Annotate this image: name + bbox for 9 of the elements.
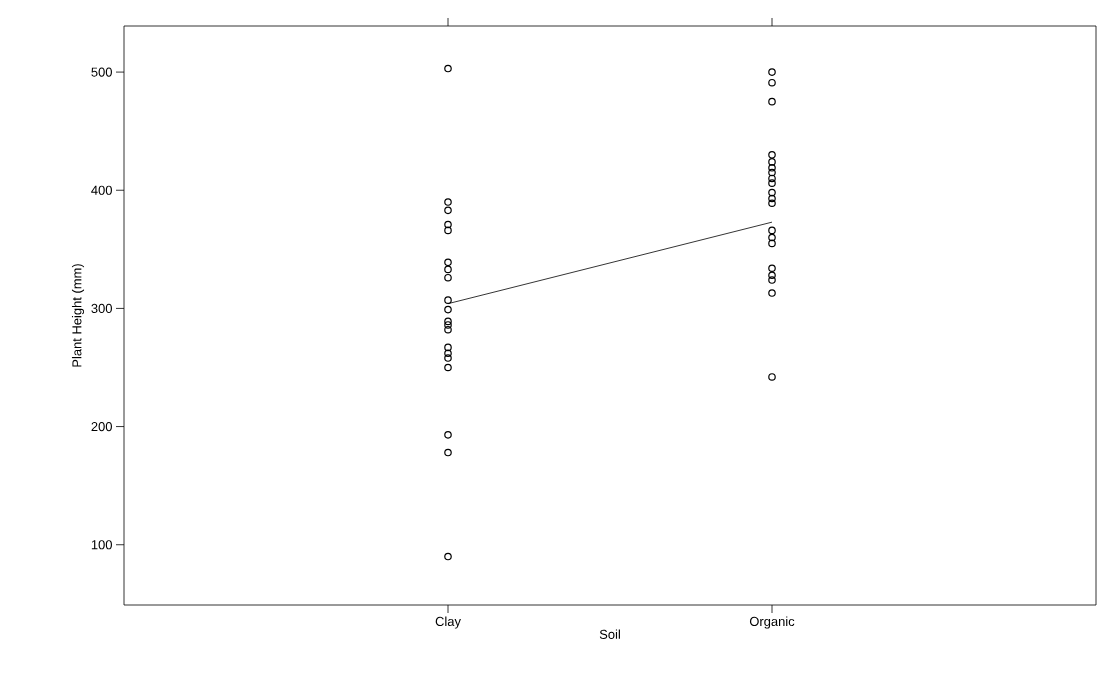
x-tick-label: Organic	[749, 616, 795, 629]
x-tick-label: Clay	[435, 616, 461, 629]
y-tick-label: 100	[91, 540, 112, 550]
y-tick-label: 200	[91, 421, 112, 432]
x-axis-title: Soil	[599, 629, 620, 639]
y-tick-label: 400	[91, 185, 112, 195]
y-axis-title: Plant Height (mm)	[71, 264, 85, 367]
y-tick-label: 500	[91, 67, 112, 77]
y-tick-label: 300	[91, 303, 112, 313]
